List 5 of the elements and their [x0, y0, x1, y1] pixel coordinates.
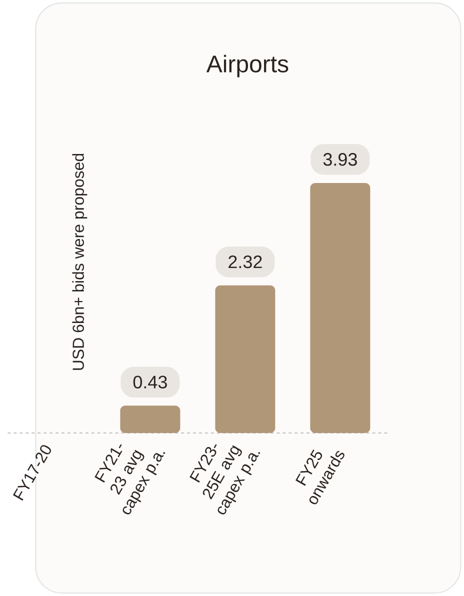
data-label: 0.43	[134, 376, 168, 388]
data-label: 3.93	[324, 153, 358, 166]
chart-title: Airports	[206, 54, 288, 78]
annotation: USD 6bn+ bids were proposed	[72, 154, 88, 370]
data-label: 2.32	[228, 255, 262, 268]
